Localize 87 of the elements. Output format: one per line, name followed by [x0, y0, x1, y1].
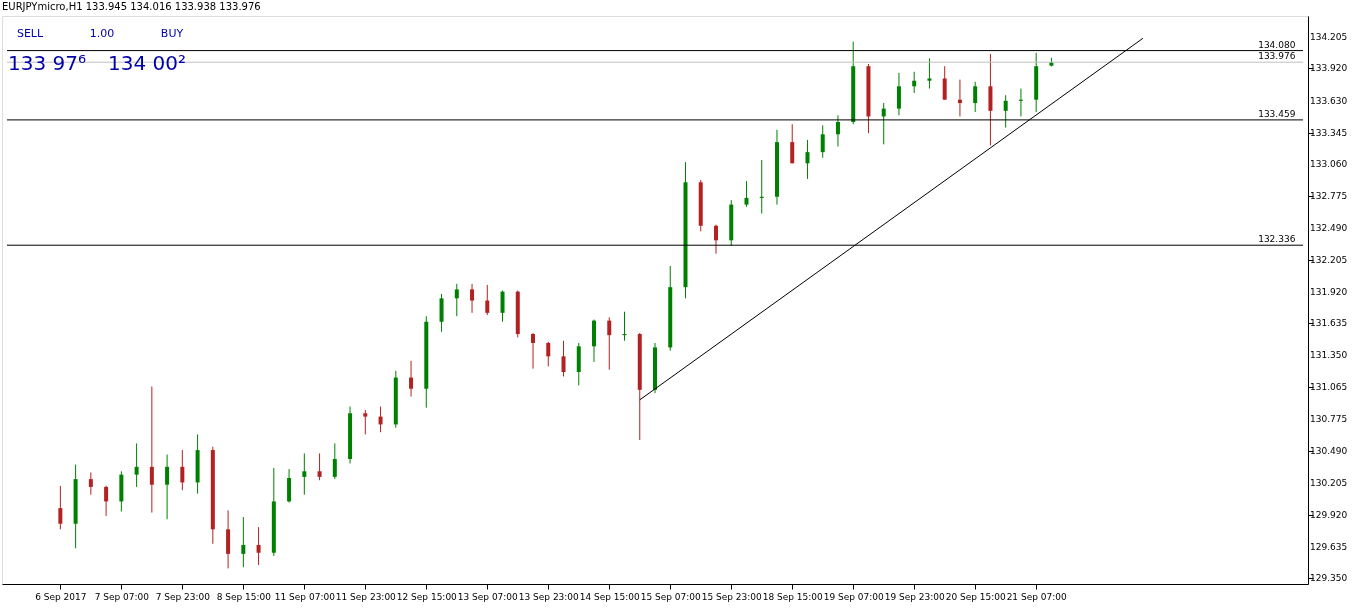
x-tick-label: 13 Sep 23:00 — [518, 591, 580, 602]
y-tick-label: 130.205 — [1310, 478, 1348, 489]
candlestick — [912, 71, 917, 94]
y-tick-label: 133.920 — [1310, 63, 1348, 74]
x-tick-label: 12 Sep 15:00 — [396, 591, 458, 602]
candlestick — [287, 468, 292, 504]
y-tick-label: 130.490 — [1310, 446, 1348, 457]
candlestick — [363, 409, 368, 435]
x-tick-label: 15 Sep 07:00 — [640, 591, 702, 602]
candlestick — [256, 526, 261, 566]
annotation: 134 00² — [108, 51, 186, 75]
y-tick-label: 129.350 — [1310, 573, 1348, 584]
x-tick-label: 7 Sep 23:00 — [155, 591, 211, 602]
candlestick — [622, 311, 627, 342]
x-tick-label: 19 Sep 23:00 — [884, 591, 946, 602]
x-tick-label: 11 Sep 07:00 — [274, 591, 336, 602]
x-tick-label: 20 Sep 15:00 — [945, 591, 1006, 602]
x-tick-label: 7 Sep 07:00 — [94, 591, 150, 602]
candlestick — [561, 340, 566, 377]
x-tick-label: 21 Sep 07:00 — [1006, 591, 1067, 602]
y-tick-label: 132.775 — [1310, 191, 1348, 202]
y-tick-label: 134.205 — [1310, 31, 1348, 42]
candlestick — [302, 452, 307, 496]
y-tick-label: 133.630 — [1310, 95, 1348, 106]
candlestick — [485, 284, 490, 316]
x-tick-label: 18 Sep 15:00 — [762, 591, 824, 602]
candlestick — [241, 516, 246, 568]
y-tick-label: 131.635 — [1310, 318, 1348, 329]
ref-line-label: 132.336 — [1258, 234, 1296, 245]
x-tick-label: 6 Sep 2017 — [35, 591, 87, 602]
candlestick — [317, 452, 322, 481]
candlestick — [165, 454, 170, 520]
chart-title: EURJPYmicro,H1 133.945 134.016 133.938 133.976 — [2, 1, 261, 12]
candlestick — [546, 341, 551, 367]
candlestick — [744, 180, 749, 208]
y-tick-label: 133.060 — [1310, 159, 1348, 170]
candlestick — [805, 139, 810, 180]
y-tick-label: 133.345 — [1310, 127, 1348, 138]
candlestick — [149, 385, 154, 514]
x-tick-label: 13 Sep 07:00 — [457, 591, 519, 602]
candlestick — [927, 57, 932, 90]
y-tick-label: 129.920 — [1310, 509, 1348, 520]
candlestick — [134, 442, 139, 488]
candlestick — [835, 114, 840, 148]
candlestick — [409, 360, 414, 398]
y-tick-label: 132.205 — [1310, 254, 1348, 265]
candlestick — [790, 123, 795, 164]
candlestick — [896, 72, 901, 116]
annotation: 133 97⁶ — [8, 51, 86, 75]
text: SELL — [16, 27, 44, 40]
annotation: 1.00 — [89, 27, 115, 40]
ref-line-label: 133.976 — [1258, 51, 1296, 62]
candlestick — [942, 65, 947, 101]
candlestick — [957, 79, 962, 117]
candlestick — [454, 283, 459, 317]
candlestick — [332, 442, 337, 480]
candlestick — [973, 81, 978, 113]
candlestick — [881, 102, 886, 145]
candlestick — [1018, 88, 1023, 117]
x-tick-label: 11 Sep 23:00 — [335, 591, 397, 602]
ref-line-label: 134.080 — [1258, 39, 1296, 50]
y-tick-label: 131.065 — [1310, 382, 1348, 393]
x-tick-label: 15 Sep 23:00 — [701, 591, 763, 602]
candlestick — [470, 283, 475, 314]
candlestick — [104, 485, 109, 517]
candlestick — [607, 316, 612, 371]
x-tick-label: 14 Sep 15:00 — [579, 591, 641, 602]
candlestick — [180, 449, 185, 491]
candlestick — [58, 485, 63, 530]
x-tick-label: 8 Sep 15:00 — [216, 591, 272, 602]
ref-line-label: 133.459 — [1258, 108, 1296, 119]
y-tick-label: 131.350 — [1310, 350, 1348, 361]
candlestick — [500, 290, 505, 323]
y-tick-label: 130.775 — [1310, 414, 1348, 425]
candlestick — [439, 293, 444, 333]
y-tick-label: 129.635 — [1310, 541, 1348, 552]
y-tick-label: 132.490 — [1310, 223, 1348, 234]
candlestick — [713, 224, 718, 255]
candlestick — [1003, 94, 1008, 129]
candlestick — [88, 471, 93, 496]
candlestick — [820, 124, 825, 159]
candlestick — [531, 332, 536, 370]
candlestick — [378, 406, 383, 433]
annotation: BUY — [160, 27, 184, 40]
x-tick-label: 19 Sep 07:00 — [823, 591, 885, 602]
candlestick — [759, 159, 764, 215]
y-tick-label: 131.920 — [1310, 286, 1348, 297]
